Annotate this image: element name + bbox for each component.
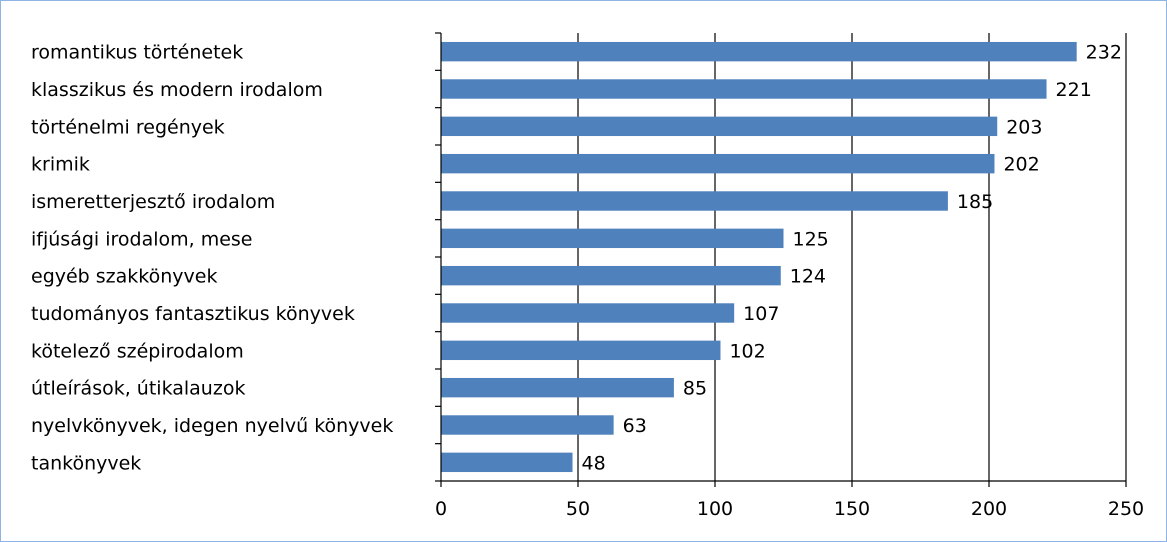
data-label: 63 — [623, 415, 647, 437]
bar — [441, 228, 784, 249]
bar — [441, 116, 998, 137]
x-tick-label: 0 — [435, 498, 447, 520]
x-tick-label: 200 — [971, 498, 1007, 520]
x-tick-label: 150 — [834, 498, 870, 520]
category-label: tudományos fantasztikus könyvek — [31, 303, 355, 325]
bar — [441, 452, 573, 473]
category-label: klasszikus és modern irodalom — [31, 79, 323, 101]
grid-lines — [577, 33, 1127, 481]
bar — [441, 79, 1047, 99]
bar — [441, 303, 735, 323]
category-label: ismeretterjesztő irodalom — [31, 191, 275, 213]
category-label: kötelező szépirodalom — [31, 340, 244, 362]
labels: 0 50 100 150 200 250 romantikus történetek 232 k… — [31, 42, 1144, 520]
category-label: tankönyvek — [31, 452, 141, 474]
category-label: nyelvkönyvek, idegen nyelvű könyvek — [31, 415, 393, 437]
data-label: 203 — [1006, 116, 1042, 138]
category-label: történelmi regények — [31, 116, 225, 138]
data-label: 221 — [1056, 79, 1092, 101]
data-label: 124 — [790, 266, 826, 288]
bars — [441, 41, 1077, 473]
category-label: krimik — [31, 154, 90, 176]
bar — [441, 191, 948, 211]
bar — [441, 340, 721, 361]
data-label: 202 — [1003, 154, 1039, 176]
x-tick-label: 250 — [1108, 498, 1144, 520]
data-label: 185 — [957, 191, 993, 213]
data-label: 107 — [743, 303, 779, 325]
category-label: ifjúsági irodalom, mese — [31, 228, 253, 250]
bar — [441, 377, 674, 398]
category-label: útleírások, útikalauzok — [31, 378, 245, 400]
axes — [435, 32, 1127, 487]
bar — [441, 41, 1077, 62]
bar — [441, 265, 781, 286]
x-tick-label: 50 — [566, 498, 590, 520]
bar — [441, 153, 995, 174]
x-tick-label: 100 — [697, 498, 733, 520]
data-label: 48 — [582, 452, 606, 474]
category-label: egyéb szakkönyvek — [31, 266, 217, 288]
data-label: 232 — [1086, 42, 1122, 64]
bar — [441, 415, 614, 435]
data-label: 125 — [793, 228, 829, 250]
data-label: 102 — [729, 340, 765, 362]
category-label: romantikus történetek — [31, 42, 243, 64]
data-label: 85 — [683, 378, 707, 400]
